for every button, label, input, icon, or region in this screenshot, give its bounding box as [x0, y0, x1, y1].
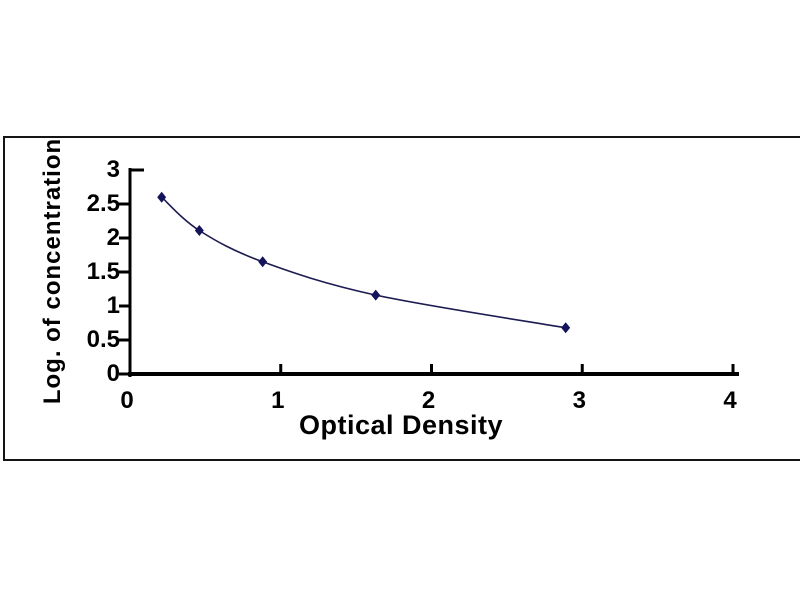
tick-marks	[119, 168, 735, 376]
x-tick-mark	[430, 364, 433, 375]
standard-curve-line	[161, 196, 566, 329]
x-axis-title: Optical Density	[298, 410, 504, 440]
x-tick-mark	[731, 364, 735, 375]
data-point-marker	[561, 322, 571, 334]
x-axis-line	[128, 372, 739, 376]
y-tick-label: 2	[106, 224, 120, 251]
data-point-marker	[371, 289, 381, 301]
data-point-marker	[258, 256, 268, 268]
y-tick-label: 3	[106, 156, 120, 183]
y-tick-mark	[119, 304, 130, 308]
y-tick-mark	[119, 202, 130, 206]
y-tick-label: 0	[106, 360, 120, 387]
y-tick-label: 1	[106, 292, 120, 319]
x-tick-label: 1	[271, 387, 285, 414]
data-point-marker	[194, 225, 204, 237]
y-axis-title: Log. of concentration	[39, 137, 66, 405]
x-tick-label: 0	[120, 387, 134, 414]
chart-frame	[3, 136, 800, 461]
y-tick-mark	[119, 338, 130, 342]
data-point-marker	[157, 191, 167, 203]
y-tick-mark-top	[131, 168, 144, 172]
y-tick-mark	[119, 270, 130, 274]
axes	[128, 168, 739, 377]
data-points	[157, 191, 571, 334]
x-tick-label: 4	[723, 387, 737, 414]
x-tick-mark	[580, 364, 584, 375]
x-tick-label: 2	[421, 387, 436, 414]
y-tick-mark	[119, 372, 130, 376]
y-tick-label: 2.5	[86, 190, 120, 217]
x-tick-label: 3	[572, 387, 586, 414]
y-tick-label: 0.5	[86, 326, 120, 353]
x-tick-mark	[279, 364, 283, 375]
y-tick-mark	[119, 236, 130, 240]
y-tick-label: 1.5	[86, 258, 120, 285]
